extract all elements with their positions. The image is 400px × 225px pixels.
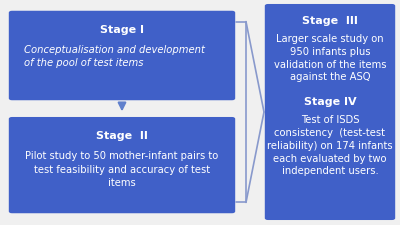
- FancyBboxPatch shape: [9, 117, 235, 213]
- Text: Stage  III: Stage III: [302, 16, 358, 26]
- FancyBboxPatch shape: [265, 5, 395, 220]
- Text: Pilot study to 50 mother-infant pairs to
test feasibility and accuracy of test
i: Pilot study to 50 mother-infant pairs to…: [25, 151, 219, 187]
- Text: Stage I: Stage I: [100, 25, 144, 35]
- Text: Test of ISDS
consistency  (test-test
reliability) on 174 infants
each evaluated : Test of ISDS consistency (test-test reli…: [267, 115, 393, 176]
- Text: Stage  II: Stage II: [96, 130, 148, 140]
- Text: Larger scale study on
950 infants plus
validation of the items
against the ASQ: Larger scale study on 950 infants plus v…: [274, 34, 386, 82]
- FancyBboxPatch shape: [9, 12, 235, 101]
- Text: Conceptualisation and development
of the pool of test items: Conceptualisation and development of the…: [24, 45, 205, 68]
- Text: Stage IV: Stage IV: [304, 97, 356, 107]
